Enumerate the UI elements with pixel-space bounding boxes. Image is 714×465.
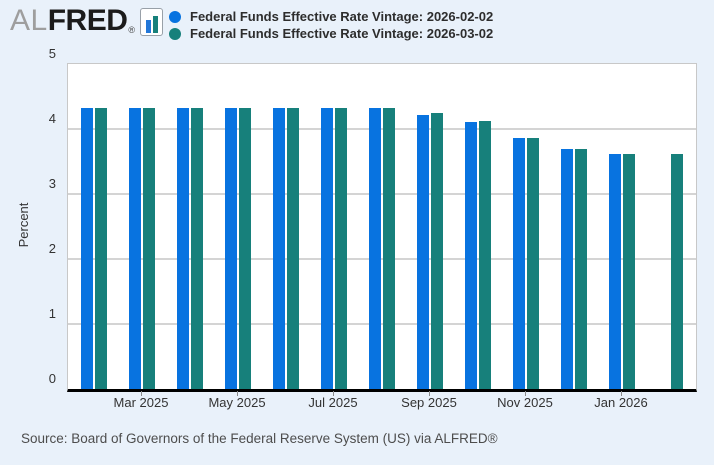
bar-series0-dec-2025[interactable] [561,149,573,389]
bar-chart-icon [140,8,164,36]
bar-series0-apr-2025[interactable] [177,108,189,389]
gridline-2 [68,258,696,260]
legend-item-1[interactable]: Federal Funds Effective Rate Vintage: 20… [169,26,493,41]
registered-trademark-icon: ® [128,25,136,35]
y-tick-label-4: 4 [48,111,56,126]
bar-series0-aug-2025[interactable] [369,108,381,389]
x-tick-mark-2 [333,391,334,396]
bar-series0-jul-2025[interactable] [321,108,333,389]
y-tick-label-0: 0 [48,371,56,386]
bar-series0-sep-2025[interactable] [417,115,429,389]
legend-marker-circle [169,27,181,40]
legend-label: Federal Funds Effective Rate Vintage: 20… [190,9,494,24]
x-tick-label-sep-2025: Sep 2025 [401,395,457,410]
bar-series1-oct-2025[interactable] [479,121,491,389]
bar-series0-may-2025[interactable] [225,108,237,389]
x-tick-label-jan-2026: Jan 2026 [594,395,648,410]
bar-chart-icon-blue-bar [145,20,151,33]
bar-series1-dec-2025[interactable] [575,149,587,389]
bar-series1-jul-2025[interactable] [335,108,347,389]
logo-text-fred: FRED [47,4,128,37]
bar-series1-jan-2026[interactable] [623,154,635,389]
bar-series1-feb-2026[interactable] [671,154,683,389]
gridline-3 [68,193,696,195]
x-tick-label-may-2025: May 2025 [208,395,266,410]
bar-series0-nov-2025[interactable] [513,138,525,389]
legend-item-0[interactable]: Federal Funds Effective Rate Vintage: 20… [169,9,493,24]
x-tick-label-nov-2025: Nov 2025 [497,395,553,410]
bar-series1-jun-2025[interactable] [287,108,299,389]
legend-label: Federal Funds Effective Rate Vintage: 20… [190,26,494,41]
legend: Federal Funds Effective Rate Vintage: 20… [169,9,493,41]
legend-marker-circle [169,10,181,23]
bar-series1-may-2025[interactable] [239,108,251,389]
gridline-1 [68,323,696,325]
bar-series1-nov-2025[interactable] [527,138,539,389]
y-tick-label-1: 1 [48,306,56,321]
bar-series1-sep-2025[interactable] [431,113,443,389]
y-tick-label-5: 5 [48,46,56,61]
x-tick-mark-4 [525,391,526,396]
bar-series0-oct-2025[interactable] [465,122,477,389]
x-tick-label-jul-2025: Jul 2025 [308,395,358,410]
x-tick-mark-5 [621,391,622,396]
logo-text-al: AL [10,4,48,37]
y-tick-label-3: 3 [48,176,56,191]
y-tick-label-2: 2 [48,241,56,256]
plot-area [67,63,697,392]
alfred-logo[interactable]: AL FRED ® [10,4,164,37]
x-tick-mark-1 [237,391,238,396]
bar-series1-feb-2025[interactable] [95,108,107,389]
bar-series1-aug-2025[interactable] [383,108,395,389]
bar-series0-jun-2025[interactable] [273,108,285,389]
bar-series1-mar-2025[interactable] [143,108,155,389]
source-note: Source: Board of Governors of the Federa… [21,431,498,446]
x-tick-mark-0 [141,391,142,396]
bar-series1-apr-2025[interactable] [191,108,203,389]
gridline-4 [68,128,696,130]
x-tick-mark-3 [429,391,430,396]
bar-series0-mar-2025[interactable] [129,108,141,389]
bar-chart-icon-teal-bar [152,16,158,33]
bar-series0-feb-2025[interactable] [81,108,93,389]
x-tick-label-mar-2025: Mar 2025 [113,395,169,410]
bar-series0-jan-2026[interactable] [609,154,621,389]
